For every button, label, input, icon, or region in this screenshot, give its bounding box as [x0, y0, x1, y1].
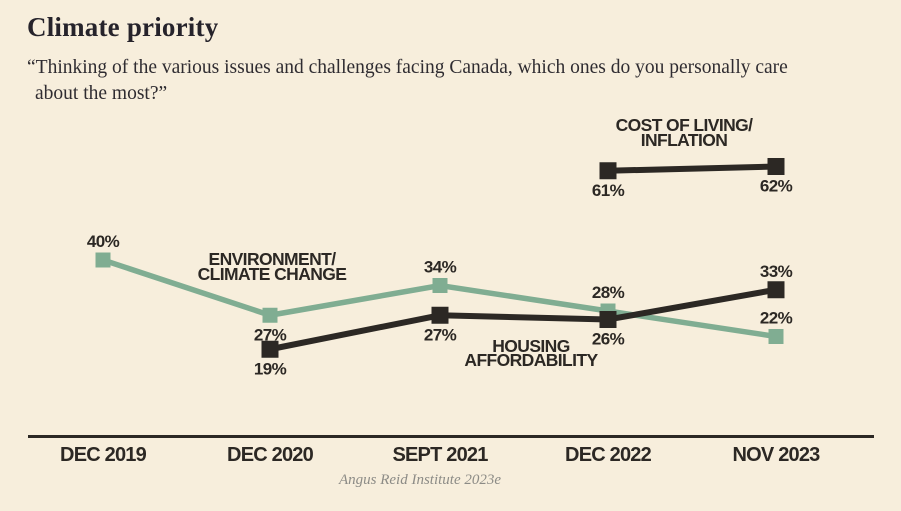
series-annotation-label: CLIMATE CHANGE: [198, 264, 347, 284]
series-annotation-label: HOUSING: [492, 336, 569, 356]
x-axis-label: DEC 2022: [565, 444, 652, 466]
data-point-marker: [768, 329, 784, 344]
data-point-marker: [767, 158, 785, 175]
x-axis-label: DEC 2019: [60, 444, 147, 466]
series-annotation-label: ENVIRONMENT/: [209, 249, 337, 269]
data-value-label: 27%: [254, 325, 287, 344]
page-title: Climate priority: [27, 12, 219, 42]
x-axis-label: NOV 2023: [733, 444, 821, 466]
data-value-label: 27%: [424, 325, 457, 344]
source-credit: Angus Reid Institute 2023e: [338, 472, 502, 488]
data-value-label: 62%: [760, 177, 793, 196]
chart-subtitle: “Thinking of the various issues and chal…: [27, 55, 788, 107]
data-point-marker: [95, 252, 111, 268]
x-axis-label: DEC 2020: [227, 444, 314, 466]
data-point-marker: [432, 278, 448, 293]
x-axis-line: [28, 435, 874, 438]
subtitle-line-2: about the most?”: [35, 82, 168, 104]
data-point-marker: [431, 306, 449, 324]
data-value-label: 26%: [592, 330, 625, 349]
data-value-label: 19%: [254, 359, 287, 378]
data-point-marker: [262, 307, 278, 323]
series-annotation-label: INFLATION: [641, 130, 728, 150]
data-value-label: 40%: [87, 232, 120, 251]
series-line: [607, 163, 777, 174]
series-line: [269, 286, 777, 353]
data-point-marker: [599, 162, 617, 180]
data-value-label: 34%: [424, 258, 457, 277]
series-annotation-label: COST OF LIVING/: [616, 115, 754, 135]
data-value-label: 28%: [592, 283, 625, 302]
subtitle-line-1: “Thinking of the various issues and chal…: [27, 57, 788, 78]
data-value-label: 33%: [760, 262, 793, 281]
series-annotation-label: AFFORDABILITY: [464, 350, 598, 370]
data-point-marker: [767, 281, 785, 299]
data-point-marker: [599, 311, 617, 328]
x-axis-label: SEPT 2021: [392, 444, 488, 466]
data-value-label: 22%: [760, 309, 793, 328]
data-point-marker: [261, 340, 279, 358]
data-value-label: 61%: [592, 181, 625, 200]
